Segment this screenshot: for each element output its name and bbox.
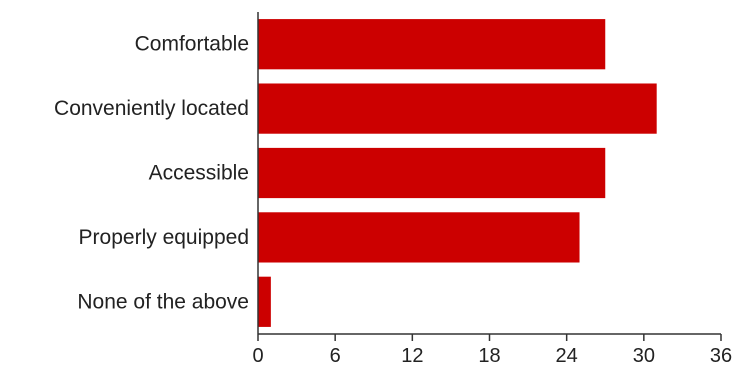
bar-properly-equipped [258,212,580,263]
bar-accessible [258,147,606,199]
category-label-accessible: Accessible [149,162,249,185]
x-tick-label: 12 [401,345,423,367]
category-label-none-of-the-above: None of the above [77,290,249,313]
bars-group [258,19,657,327]
category-label-properly-equipped: Properly equipped [79,226,249,249]
x-tick-label: 18 [478,345,500,367]
x-tick-label: 30 [633,345,655,367]
category-label-comfortable: Comfortable [135,33,249,56]
x-tick-label: 6 [330,345,341,367]
bar-comfortable [258,19,606,70]
x-tick-label: 36 [710,345,732,367]
x-ticks-group: 0 6 12 18 24 30 36 [252,334,732,367]
x-tick-label: 0 [252,345,263,367]
category-label-conveniently-located: Conveniently located [54,97,249,120]
bar-none-of-the-above [258,276,271,327]
category-labels-group: Comfortable Conveniently located Accessibl… [54,33,249,314]
x-tick-label: 24 [556,345,578,367]
bar-conveniently-located [258,83,657,134]
